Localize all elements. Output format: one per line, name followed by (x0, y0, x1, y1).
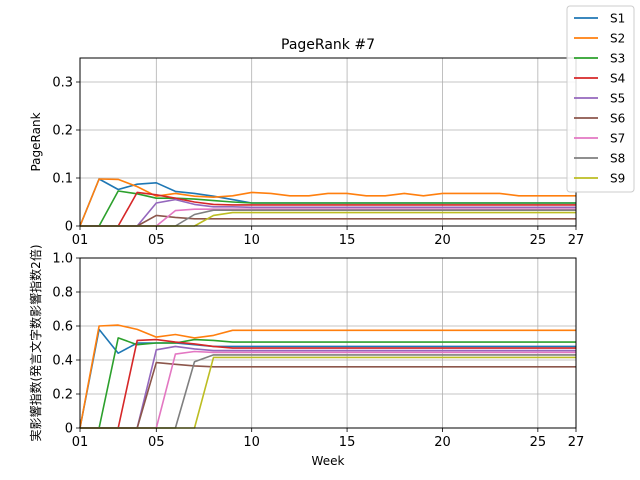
influence-xtick-label: 01 (72, 435, 89, 450)
pagerank-series-s4 (80, 191, 576, 227)
pagerank-series-s6 (80, 214, 576, 227)
influence-ytick-label: 0.8 (52, 286, 73, 301)
pagerank-ylabel: PageRank (29, 112, 43, 171)
influence-series-s2 (79, 324, 576, 429)
legend-label-s7: S7 (610, 132, 625, 146)
influence-ytick-label: 0.6 (52, 320, 73, 335)
influence-series-s7 (80, 350, 576, 429)
influence-series-s3 (80, 337, 576, 429)
pagerank-series-s5 (80, 198, 576, 227)
influence-ylabel: 実影響指数(発言文字数影響指数2倍) (28, 245, 43, 442)
legend: S1 S2 S3 S4 S5 S6 S7 S8 S9 (566, 5, 635, 193)
legend-box (566, 5, 635, 193)
influence-xlabel: Week (312, 454, 345, 468)
legend-label-s4: S4 (610, 72, 625, 86)
pagerank-ytick-label: 0 (65, 220, 73, 235)
influence-ticks: 01 05 10 15 20 25 27 0 0.2 0.4 0.6 0.8 1.0 (52, 252, 584, 451)
pagerank-ytick-label: 0.1 (52, 172, 73, 187)
legend-label-s3: S3 (610, 52, 625, 66)
legend-items: S1 S2 S3 S4 S5 S6 S7 S8 S9 (574, 12, 625, 186)
pagerank-panel: 01 05 10 15 20 25 27 0 0.1 0.2 0.3 PageRank #7 Pag… (29, 37, 584, 248)
influence-series-s4 (80, 338, 576, 429)
influence-xtick-label: 20 (434, 435, 451, 450)
pagerank-xtick-label: 27 (568, 233, 585, 248)
influence-xtick-label: 05 (148, 435, 165, 450)
pagerank-series-s7 (80, 208, 576, 227)
influence-xtick-label: 10 (243, 435, 260, 450)
legend-label-s9: S9 (610, 172, 625, 186)
pagerank-xtick-label: 01 (72, 233, 89, 248)
pagerank-title: PageRank #7 (281, 37, 375, 53)
pagerank-ytick-label: 0.2 (52, 124, 73, 139)
legend-label-s1: S1 (610, 12, 625, 26)
legend-label-s6: S6 (610, 112, 625, 126)
pagerank-series-s3 (80, 190, 576, 227)
pagerank-xtick-label: 05 (148, 233, 165, 248)
influence-series-s5 (80, 345, 576, 429)
pagerank-xtick-label: 20 (434, 233, 451, 248)
legend-label-s8: S8 (610, 152, 625, 166)
influence-xtick-label: 25 (530, 435, 547, 450)
influence-xtick-label: 15 (339, 435, 356, 450)
pagerank-ticks: 01 05 10 15 20 25 27 0 0.1 0.2 0.3 (52, 76, 584, 249)
influence-ytick-label: 0.4 (52, 354, 73, 369)
influence-ytick-label: 1.0 (52, 252, 73, 267)
influence-ytick-label: 0 (65, 422, 73, 437)
influence-xtick-label: 27 (568, 435, 585, 450)
pagerank-xtick-label: 15 (339, 233, 356, 248)
pagerank-ytick-label: 0.3 (52, 76, 73, 91)
pagerank-xtick-label: 25 (530, 233, 547, 248)
legend-label-s2: S2 (610, 32, 625, 46)
pagerank-xtick-label: 10 (243, 233, 260, 248)
influence-series-s6 (80, 361, 576, 429)
influence-axes-frame (79, 257, 577, 429)
influence-panel: 01 05 10 15 20 25 27 0 0.2 0.4 0.6 0.8 1.0 Week 実影響指… (28, 245, 584, 469)
legend-label-s5: S5 (610, 92, 625, 106)
influence-ytick-label: 0.2 (52, 388, 73, 403)
